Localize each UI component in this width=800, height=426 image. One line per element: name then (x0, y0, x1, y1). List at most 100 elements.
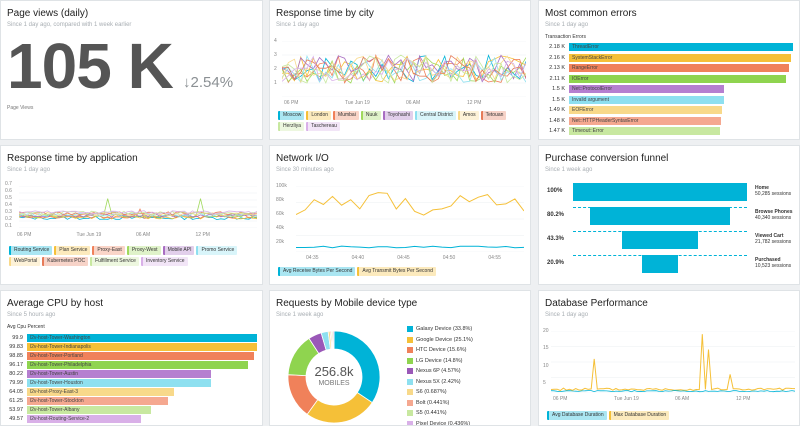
x-tick: Tue Jun 19 (345, 100, 370, 106)
error-bar[interactable] (569, 95, 724, 104)
funnel-card[interactable]: Purchase conversion funnel Since 1 week … (538, 145, 800, 285)
mobile-donut-chart[interactable] (286, 329, 382, 425)
series-line[interactable] (282, 55, 526, 82)
legend-item[interactable]: Mumbai (333, 111, 359, 120)
funnel-bar[interactable] (641, 255, 679, 273)
mobile-card[interactable]: Requests by Mobile device type Since 1 w… (269, 290, 531, 426)
error-bar[interactable] (569, 116, 722, 125)
cpu-bar[interactable] (27, 379, 211, 387)
x-tick: 04:45 (397, 255, 410, 261)
legend-item[interactable]: Avg Database Duration (547, 411, 607, 420)
mobile-legend-item[interactable]: Nexus 6P (4.57%) (407, 366, 473, 377)
series-line[interactable] (296, 245, 524, 249)
response-app-card[interactable]: Response time by application Since 1 day… (0, 145, 263, 285)
error-bar[interactable] (569, 74, 787, 83)
series-line[interactable] (296, 192, 524, 216)
legend-swatch (407, 326, 413, 333)
cpu-bar[interactable] (27, 370, 212, 378)
cpu-value: 99.9 (12, 335, 23, 341)
mobile-legend-item[interactable]: LG Device (14.8%) (407, 356, 473, 367)
error-bar[interactable] (569, 43, 793, 51)
mobile-legend-item[interactable]: Pixel Device (0.436%) (407, 419, 473, 425)
response-city-card[interactable]: Response time by city Since 1 day ago 4 3… (269, 0, 531, 140)
legend-item[interactable]: Herzliya (278, 122, 305, 131)
city-line-chart[interactable] (282, 41, 526, 97)
series-line[interactable] (282, 54, 526, 84)
mobile-legend-item[interactable]: Nexus 5X (2.42%) (407, 377, 473, 388)
cpu-bar[interactable] (27, 415, 142, 423)
cpu-bar[interactable] (27, 343, 257, 351)
card-title: Response time by application (7, 153, 138, 164)
network-line-chart[interactable] (296, 186, 524, 252)
funnel-bar[interactable] (622, 231, 698, 249)
error-bar[interactable] (569, 106, 723, 114)
mobile-legend-item[interactable]: HTC Device (15.6%) (407, 345, 473, 356)
legend-item[interactable]: Inventory Service (140, 257, 188, 266)
legend-item[interactable]: Central District (415, 111, 456, 120)
legend-item[interactable]: Proxy-East (92, 246, 125, 255)
y-tick: 1 (274, 80, 277, 86)
mobile-legend-item[interactable]: Bolt (0.441%) (407, 398, 473, 409)
legend-item[interactable]: Mobile API (162, 246, 195, 255)
card-subtitle: Since 1 day ago (7, 167, 51, 173)
cpu-bar[interactable] (27, 352, 255, 360)
funnel-bar[interactable] (573, 183, 747, 201)
app-line-chart[interactable] (19, 186, 257, 228)
page-views-card[interactable]: Page views (daily) Since 1 day ago, comp… (0, 0, 263, 140)
legend-item[interactable]: Toyohashi (382, 111, 414, 120)
series-line[interactable] (19, 210, 257, 215)
mobile-legend-item[interactable]: Galaxy Device (33.8%) (407, 324, 473, 335)
funnel-step-info: Viewed Cart 21,782 sessions (755, 233, 791, 245)
cpu-bar[interactable] (27, 406, 152, 414)
y-tick: 0.1 (5, 223, 12, 229)
legend-item[interactable]: Amos (457, 111, 479, 120)
legend-item[interactable]: Plan Service (54, 246, 91, 255)
error-label: Net::ProtocolError (572, 86, 613, 92)
legend-item[interactable]: Avg Transmit Bytes Per Second (357, 267, 436, 276)
legend-item[interactable]: Kubernetes POC (42, 257, 89, 266)
legend-item[interactable]: Moscow (278, 111, 305, 120)
legend-item[interactable]: Routing Service (9, 246, 53, 255)
error-bar[interactable] (569, 85, 724, 93)
x-tick: 06 AM (406, 100, 421, 106)
error-bar[interactable] (569, 64, 789, 72)
legend-item[interactable]: Nuuk (360, 111, 381, 120)
series-line[interactable] (282, 54, 526, 83)
legend-item[interactable]: Tetouan (480, 111, 507, 120)
cpu-host-label: l2v-host-Proxy-East-3 (30, 389, 79, 395)
cpu-bar[interactable] (27, 397, 168, 405)
series-line[interactable] (551, 390, 795, 393)
common-errors-card[interactable]: Most common errors Since 1 day ago Trans… (538, 0, 800, 140)
legend-item[interactable]: Taschereau (306, 122, 340, 131)
error-count: 1.48 K (549, 117, 565, 124)
legend-item[interactable]: Fulfillment Service (90, 257, 139, 266)
series-line[interactable] (551, 334, 795, 392)
mobile-legend-item[interactable]: Google Device (25.1%) (407, 335, 473, 346)
legend-item[interactable]: WebPortal (9, 257, 41, 266)
network-io-card[interactable]: Network I/O Since 30 minutes ago 100k 80k… (269, 145, 531, 285)
error-bar[interactable] (569, 127, 721, 135)
mobile-legend-item[interactable]: S5 (0.441%) (407, 408, 473, 419)
db-line-chart[interactable] (551, 331, 795, 393)
db-card[interactable]: Database Performance Since 1 day ago 20 1… (538, 290, 800, 426)
funnel-bar[interactable] (590, 207, 730, 225)
error-label: Invalid argument (572, 96, 609, 103)
error-bar[interactable] (569, 53, 791, 62)
series-line[interactable] (282, 55, 526, 84)
cpu-card[interactable]: Average CPU by host Since 5 hours ago Av… (0, 290, 263, 426)
y-tick: 0.4 (5, 202, 12, 208)
error-count: 2.16 K (549, 54, 565, 61)
donut-slice[interactable] (306, 392, 373, 424)
cpu-bar[interactable] (27, 361, 249, 369)
donut-slice[interactable] (332, 330, 335, 350)
series-line[interactable] (19, 198, 257, 219)
cpu-bar[interactable] (27, 334, 257, 342)
legend-item[interactable]: London (306, 111, 332, 120)
mobile-legend-item[interactable]: S6 (0.687%) (407, 387, 473, 398)
legend-item[interactable]: Promo Service (196, 246, 238, 255)
legend-item[interactable]: Max Database Duration (608, 411, 670, 420)
legend-swatch (407, 347, 413, 354)
cpu-bar[interactable] (27, 388, 175, 396)
legend-item[interactable]: Avg Receive Bytes Per Second (278, 267, 356, 276)
legend-item[interactable]: Proxy-West (126, 246, 161, 255)
